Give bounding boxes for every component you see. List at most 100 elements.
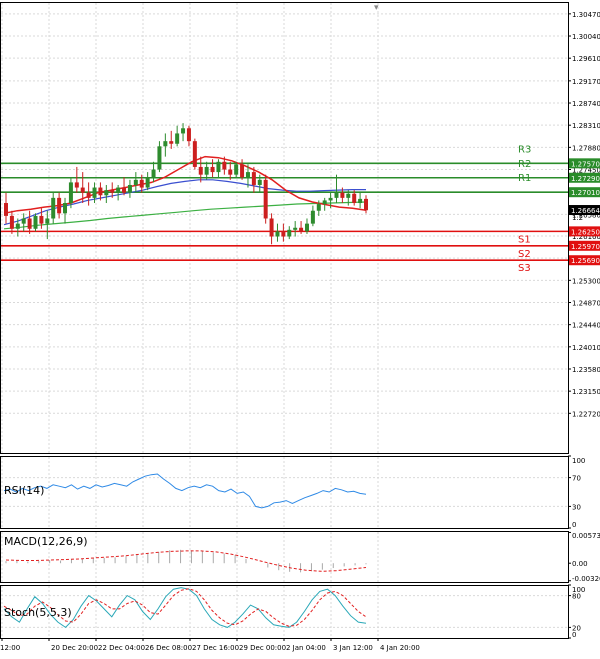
rsi-ytick-label-1: 70: [572, 475, 581, 483]
candle-body-43: [257, 179, 262, 185]
main-ytick-label-7: 1.27450: [572, 167, 600, 175]
candle-body-44: [263, 179, 268, 219]
candle-body-9: [57, 197, 62, 214]
candle-body-60: [358, 198, 363, 204]
panel-rsi-frame: [0, 456, 569, 529]
macd-ytick-label-2: -0.003269: [572, 575, 600, 583]
rsi-ytick-label-0: 100: [572, 457, 585, 465]
candle-body-13: [80, 187, 85, 193]
candle-body-58: [346, 193, 351, 198]
level-price-label-s2: 1.25970: [571, 243, 600, 251]
main-ytick-label-0: 1.30470: [572, 11, 600, 19]
candle-body-23: [139, 179, 144, 188]
candle-body-30: [181, 128, 186, 134]
candle-body-54: [322, 200, 327, 205]
stoch-title: Stoch(5,5,3): [4, 606, 72, 619]
candle-body-35: [210, 166, 215, 173]
last-price-label: 1.26664: [571, 207, 600, 215]
candle-body-37: [222, 161, 227, 170]
candle-body-0: [4, 203, 8, 216]
x-tick-label-8: 4 Jan 20:00: [380, 644, 420, 652]
main-ytick-label-4: 1.28740: [572, 100, 600, 108]
main-ytick-label-18: 1.22720: [572, 410, 600, 418]
stoch-ytick-label-0: 100: [572, 586, 585, 594]
level-price-tag-s2: [569, 240, 600, 251]
macd-ytick-label-1: 0.00: [572, 560, 588, 568]
level-price-tag-r2: [569, 172, 600, 183]
level-name-r1: R1: [518, 173, 531, 184]
window-marker-icon: ▾: [374, 3, 379, 13]
level-name-s2: S2: [518, 249, 531, 260]
candle-body-24: [145, 177, 150, 188]
ma-slow-line: [3, 201, 367, 230]
rsi-title: RSI(14): [4, 484, 44, 497]
level-price-tag-s3: [569, 255, 600, 266]
candle-body-29: [175, 133, 180, 144]
stoch-ytick-label-3: 0: [572, 631, 576, 639]
candle-body-25: [151, 169, 156, 178]
last-price-tag: [569, 205, 600, 216]
candle-body-59: [352, 193, 357, 204]
main-ytick-label-1: 1.30040: [572, 33, 600, 41]
candle-body-22: [133, 179, 138, 185]
rsi-ytick-label-3: 0: [572, 521, 576, 529]
candle-body-34: [204, 166, 209, 175]
level-name-s3: S3: [518, 263, 531, 274]
candle-body-61: [364, 198, 368, 211]
candle-body-12: [74, 182, 79, 188]
main-ytick-label-14: 1.24440: [572, 322, 600, 330]
x-tick-label-1: 20 Dec 20:00: [51, 644, 98, 652]
partial-tick-label: 1.2: [572, 214, 583, 222]
candle-body-5: [33, 215, 38, 229]
x-tick-label-5: 29 Dec 00:00: [239, 644, 286, 652]
candle-body-20: [122, 187, 127, 193]
candle-body-16: [98, 187, 103, 196]
macd-ytick-label-0: 0.005731: [572, 532, 600, 540]
candle-body-2: [15, 223, 20, 229]
level-name-r2: R2: [518, 159, 531, 170]
candle-body-21: [127, 184, 132, 193]
candle-body-18: [110, 190, 115, 193]
level-price-tag-r1: [569, 187, 600, 198]
main-ytick-label-10: 1.26160: [572, 233, 600, 241]
main-ytick-label-16: 1.23580: [572, 366, 600, 374]
candle-body-11: [68, 182, 73, 204]
stoch-ytick-label-2: 20: [572, 624, 581, 632]
level-price-tag-r3: [569, 158, 600, 169]
candle-body-10: [63, 203, 68, 214]
candle-body-45: [269, 218, 274, 237]
main-ytick-label-17: 1.23150: [572, 388, 600, 396]
candle-body-6: [39, 215, 44, 224]
x-tick-label-3: 26 Dec 08:00: [145, 644, 192, 652]
macd-title: MACD(12,26,9): [4, 535, 88, 548]
candle-body-39: [234, 164, 239, 175]
candle-body-38: [228, 169, 233, 175]
candle-body-41: [245, 172, 250, 178]
candle-body-47: [281, 231, 286, 237]
candle-body-55: [328, 197, 333, 201]
candle-body-50: [299, 227, 304, 232]
candle-body-56: [334, 192, 339, 198]
candle-body-1: [9, 215, 14, 229]
candle-body-8: [51, 197, 56, 219]
candle-body-57: [340, 192, 345, 198]
candle-body-48: [287, 229, 292, 237]
x-tick-label-6: 2 Jan 04:00: [286, 644, 326, 652]
main-ytick-label-12: 1.25300: [572, 277, 600, 285]
stoch-d-line: [3, 588, 367, 627]
level-price-label-r2: 1.27290: [571, 175, 600, 183]
main-ytick-label-9: 1.26580: [572, 211, 600, 219]
candle-body-36: [216, 161, 221, 173]
level-name-r3: R3: [518, 144, 531, 155]
level-price-label-s1: 1.26250: [571, 228, 600, 236]
x-tick-label-7: 3 Jan 12:00: [333, 644, 373, 652]
main-ytick-label-13: 1.24870: [572, 299, 600, 307]
candle-body-3: [21, 218, 26, 224]
level-price-label-r1: 1.27010: [571, 189, 600, 197]
candle-body-40: [240, 164, 245, 178]
main-ytick-label-2: 1.29610: [572, 55, 600, 63]
main-ytick-label-3: 1.29170: [572, 78, 600, 86]
candle-body-15: [92, 187, 97, 198]
candle-body-17: [104, 190, 109, 196]
